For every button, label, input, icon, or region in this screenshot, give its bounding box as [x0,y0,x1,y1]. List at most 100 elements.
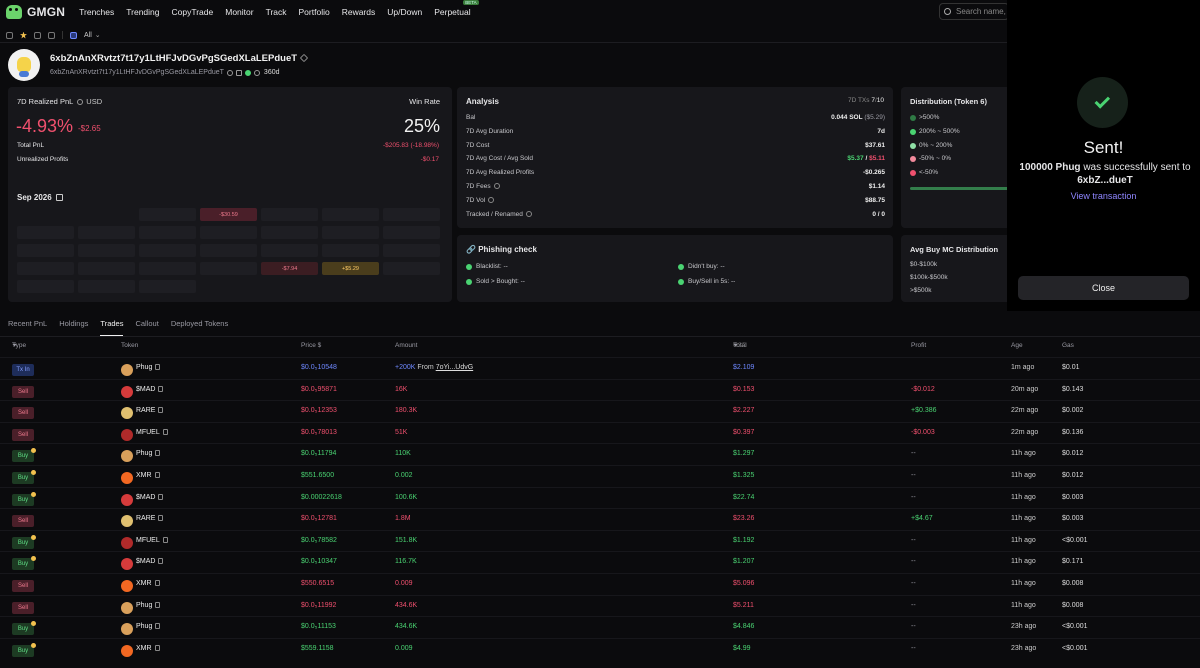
copy-icon[interactable] [155,601,161,608]
token-cell[interactable]: RARE [136,407,164,414]
table-row[interactable]: Sell XMR $550.6515 0.009 $5.096 -- 11h ago $0.0… [0,573,1200,594]
currency-icon[interactable] [77,99,84,105]
copy-icon[interactable] [158,558,164,565]
calendar-day[interactable] [261,244,318,257]
table-row[interactable]: Buy XMR $559.1158 0.009 $4.99 -- 23h ago <$0.00… [0,637,1200,659]
token-cell[interactable]: RARE [136,515,164,522]
nav-trenches[interactable]: Trenches [79,7,115,17]
view-transaction-link[interactable]: View transaction [1070,191,1137,201]
help-icon[interactable] [488,197,495,203]
nav-updown[interactable]: Up/Down [387,7,423,17]
star-icon[interactable] [20,31,27,39]
help-icon[interactable] [493,183,500,189]
search-icon[interactable] [226,69,233,76]
table-row[interactable]: Sell RARE $0.0₅12353 180.3K $2.227 +$0.386 22m… [0,400,1200,421]
copy-icon[interactable] [158,407,164,414]
calendar-icon[interactable] [55,194,63,201]
search-input[interactable]: Search name, C [939,3,1009,20]
calendar-day[interactable] [139,280,196,293]
close-button[interactable]: Close [1018,276,1189,300]
nav-trending[interactable]: Trending [126,7,160,17]
copy-icon[interactable] [158,493,164,500]
calendar-day[interactable] [17,280,74,293]
from-address-link[interactable]: 7oYi...UdvG [435,364,474,371]
calendar-day[interactable]: -$30.59 [200,208,257,221]
calendar-day[interactable] [200,226,257,239]
token-cell[interactable]: $MAD [136,493,164,501]
calendar-day[interactable]: +$5.29 [322,262,379,275]
calendar-day[interactable] [17,262,74,275]
copy-icon[interactable] [154,644,160,651]
calendar-title[interactable]: Sep 2026 [17,193,63,202]
table-row[interactable]: Tx In Phug $0.0₅10548 +200K From 7oYi...Udv… [0,357,1200,378]
chevron-down-icon[interactable]: ⌄ [94,32,101,39]
token-cell[interactable]: $MAD [136,558,164,565]
copy-icon[interactable] [155,364,161,370]
table-row[interactable]: Buy Phug $0.0₅11153 434.6K $4.846 -- 23h ago <$… [0,616,1200,637]
token-cell[interactable]: XMR [136,472,160,479]
copy-icon[interactable] [162,428,168,435]
nav-track[interactable]: Track [265,7,287,17]
filter-icon[interactable]: ⏷ [12,342,18,349]
table-row[interactable]: Buy $MAD $0.00022618 100.6K $22.74 -- 11h ago $… [0,486,1200,508]
calendar-day[interactable] [200,244,257,257]
tab-holdings[interactable]: Holdings [59,319,89,328]
nav-monitor[interactable]: Monitor [225,7,254,17]
pnl-currency[interactable]: USD [86,97,103,106]
calendar-day[interactable] [139,244,196,257]
token-cell[interactable]: Phug [136,601,161,609]
calendar-day[interactable] [322,208,379,221]
help-icon[interactable] [525,211,532,217]
nav-portfolio[interactable]: Portfolio [298,7,330,17]
copy-icon[interactable] [154,580,160,586]
calendar-day[interactable] [383,262,440,275]
chain-icon[interactable] [70,31,77,39]
filter-all[interactable]: All [84,31,92,39]
col-price[interactable]: Price $ [301,342,322,349]
copy-icon[interactable] [158,515,164,522]
chart-icon[interactable] [34,31,41,39]
nav-rewards[interactable]: Rewards [341,7,376,17]
table-row[interactable]: Buy MFUEL $0.0₅78582 151.8K $1.192 -- 11h ago <… [0,529,1200,551]
calendar-day[interactable] [17,244,74,257]
tab-deployed-tokens[interactable]: Deployed Tokens [170,319,229,328]
calendar-day[interactable] [78,244,135,257]
gmgn-logo[interactable]: GMGN [6,5,65,19]
token-cell[interactable]: Phug [136,450,161,457]
table-row[interactable]: Sell $MAD $0.0₅95871 16K $0.153 -$0.012 20m ag… [0,378,1200,400]
copy-icon[interactable] [158,385,164,392]
token-cell[interactable]: MFUEL [136,536,168,544]
calendar-day[interactable] [139,262,196,275]
token-cell[interactable]: XMR [136,580,160,587]
copy-icon[interactable] [155,623,161,630]
calendar-day[interactable] [261,208,318,221]
nav-perpetual[interactable]: Perpetual BETA [434,0,482,17]
copy-icon[interactable] [155,450,161,457]
history-icon[interactable] [48,31,55,39]
table-row[interactable]: Buy XMR $551.6500 0.002 $1.325 -- 11h ago $0.01… [0,465,1200,486]
table-row[interactable]: Buy $MAD $0.0₅10347 116.7K $1.207 -- 11h ago $0… [0,551,1200,572]
calendar-day[interactable]: -$7.94 [261,262,318,275]
calendar-day[interactable] [322,226,379,239]
table-row[interactable]: Sell Phug $0.0₅11992 434.6K $5.211 -- 11h ago $… [0,594,1200,616]
token-cell[interactable]: Phug [136,623,161,630]
token-cell[interactable]: Phug [136,364,161,371]
calendar-day[interactable] [78,280,135,293]
filter-icon[interactable]: ⏷ [733,342,739,349]
calendar-day[interactable] [383,226,440,239]
calendar-day[interactable] [383,208,440,221]
tab-recent-pnl[interactable]: Recent PnL [8,319,48,328]
calendar-day[interactable] [200,262,257,275]
copy-icon[interactable] [162,536,168,543]
token-cell[interactable]: MFUEL [136,428,168,436]
token-cell[interactable]: XMR [136,644,160,652]
settings-icon[interactable] [6,31,13,39]
copy-icon[interactable] [235,69,242,76]
table-row[interactable]: Sell RARE $0.0₅12781 1.8M $23.26 +$4.67 11h ag… [0,508,1200,529]
table-row[interactable]: Sell MFUEL $0.0₅78013 51K $0.397 -$0.003 22m a… [0,421,1200,443]
copy-icon[interactable] [154,472,160,478]
edit-icon[interactable] [299,53,309,63]
tab-callout[interactable]: Callout [135,319,159,328]
calendar-day[interactable] [17,226,74,239]
tab-trades[interactable]: Trades [100,319,124,337]
